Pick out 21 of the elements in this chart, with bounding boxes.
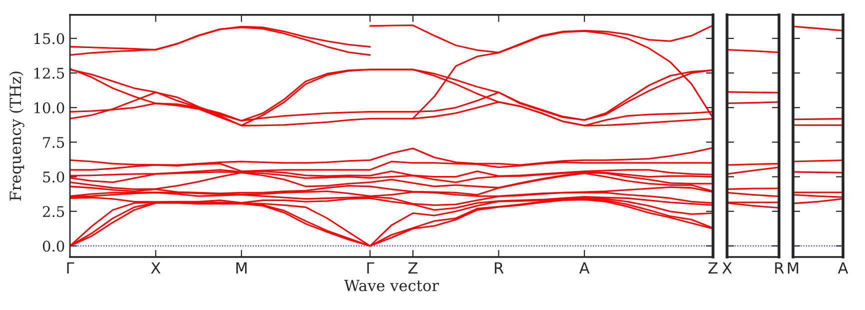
x-tick-label: M <box>788 262 798 274</box>
y-axis-title: Frequency (THz) <box>9 72 24 201</box>
x-tick-label: R <box>494 262 504 274</box>
x-tick-label: X <box>150 262 160 274</box>
y-tick-label: 12.5 <box>34 68 64 79</box>
x-tick-label: Γ <box>67 262 74 274</box>
x-tick-label: X <box>722 262 732 274</box>
x-axis-title: Wave vector <box>344 280 439 292</box>
y-tick-label: 5.0 <box>43 171 64 182</box>
x-tick-label: A <box>838 262 848 274</box>
y-tick-label: 15.0 <box>34 33 64 44</box>
x-tick-label: Γ <box>367 262 374 274</box>
x-tick-label: R <box>775 262 784 274</box>
x-tick-label: A <box>579 262 590 274</box>
y-tick-label: 7.5 <box>43 137 64 148</box>
y-tick-label: 0.0 <box>42 240 64 252</box>
x-tick-label: M <box>236 262 247 274</box>
x-tick-label: Z <box>408 262 418 274</box>
y-tick-label: 10.0 <box>34 102 64 114</box>
y-tick-label: 2.5 <box>42 206 64 218</box>
x-tick-label: Z <box>708 262 718 274</box>
